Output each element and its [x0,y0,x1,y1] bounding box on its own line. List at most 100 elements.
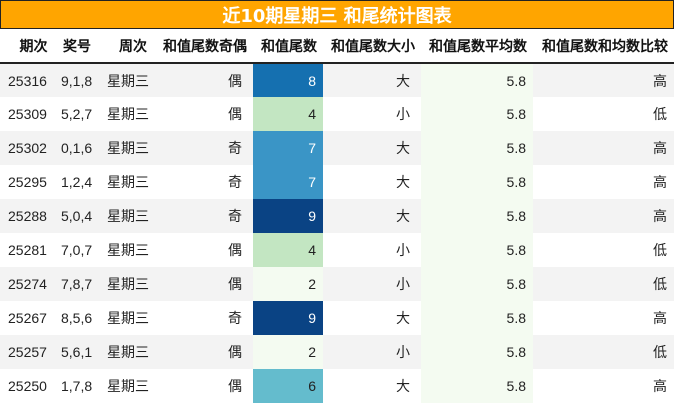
weekday-cell: 星期三 [98,301,153,335]
tail-cell: 9 [253,301,323,335]
numbers-cell: 5,2,7 [55,97,98,131]
table-row: 25267 8,5,6 星期三奇 9 大 5.8 高 [0,301,674,335]
table-row: 25257 5,6,1 星期三偶 2 小 5.8 低 [0,335,674,369]
parity-cell: 奇 [153,199,253,233]
tail-cell: 4 [253,97,323,131]
tail-cell: 6 [253,369,323,403]
compare-cell: 高 [533,301,674,335]
avg-cell: 5.8 [421,267,533,301]
parity-cell: 奇 [153,165,253,199]
compare-cell: 高 [533,369,674,403]
table-row: 25316 9,1,8 星期三偶 8 大 5.8 高 [0,63,674,97]
tail-cell: 9 [253,199,323,233]
compare-cell: 低 [533,267,674,301]
issue-cell: 25302 [0,131,55,165]
issue-cell: 25316 [0,63,55,97]
weekday-cell: 星期三 [98,369,153,403]
compare-cell: 低 [533,233,674,267]
table-row: 25288 5,0,4 星期三奇 9 大 5.8 高 [0,199,674,233]
header-numbers: 奖号 [55,29,98,64]
size-cell: 大 [323,199,421,233]
issue-cell: 25309 [0,97,55,131]
size-cell: 大 [323,63,421,97]
weekday-cell: 星期三 [98,233,153,267]
weekday-cell: 星期三 [98,63,153,97]
numbers-cell: 7,0,7 [55,233,98,267]
size-cell: 大 [323,165,421,199]
avg-cell: 5.8 [421,97,533,131]
weekday-cell: 星期三 [98,131,153,165]
avg-cell: 5.8 [421,335,533,369]
parity-cell: 偶 [153,97,253,131]
parity-cell: 偶 [153,233,253,267]
sum-tail-stats-table: 期次 奖号 周次 和值尾数奇偶 和值尾数 和值尾数大小 和值尾数平均数 和值尾数… [0,29,674,403]
weekday-cell: 星期三 [98,267,153,301]
numbers-cell: 7,8,7 [55,267,98,301]
size-cell: 小 [323,335,421,369]
weekday-cell: 星期三 [98,165,153,199]
tail-cell: 8 [253,63,323,97]
compare-cell: 低 [533,97,674,131]
table-row: 25309 5,2,7 星期三偶 4 小 5.8 低 [0,97,674,131]
numbers-cell: 1,7,8 [55,369,98,403]
parity-cell: 偶 [153,63,253,97]
issue-cell: 25267 [0,301,55,335]
header-tail: 和值尾数 [253,29,323,64]
size-cell: 大 [323,369,421,403]
header-row: 期次 奖号 周次 和值尾数奇偶 和值尾数 和值尾数大小 和值尾数平均数 和值尾数… [0,29,674,64]
size-cell: 小 [323,267,421,301]
compare-cell: 高 [533,199,674,233]
table-row: 25281 7,0,7 星期三偶 4 小 5.8 低 [0,233,674,267]
numbers-cell: 1,2,4 [55,165,98,199]
tail-cell: 2 [253,267,323,301]
header-avg: 和值尾数平均数 [421,29,533,64]
issue-cell: 25274 [0,267,55,301]
parity-cell: 偶 [153,335,253,369]
issue-cell: 25257 [0,335,55,369]
weekday-cell: 星期三 [98,97,153,131]
issue-cell: 25288 [0,199,55,233]
size-cell: 大 [323,131,421,165]
table-title: 近10期星期三 和尾统计图表 [0,0,674,29]
table-row: 25274 7,8,7 星期三偶 2 小 5.8 低 [0,267,674,301]
size-cell: 大 [323,301,421,335]
tail-cell: 7 [253,131,323,165]
compare-cell: 高 [533,131,674,165]
table-row: 25250 1,7,8 星期三偶 6 大 5.8 高 [0,369,674,403]
avg-cell: 5.8 [421,165,533,199]
parity-cell: 奇 [153,301,253,335]
table-row: 25295 1,2,4 星期三奇 7 大 5.8 高 [0,165,674,199]
avg-cell: 5.8 [421,369,533,403]
issue-cell: 25281 [0,233,55,267]
table-row: 25302 0,1,6 星期三奇 7 大 5.8 高 [0,131,674,165]
header-parity: 和值尾数奇偶 [153,29,253,64]
size-cell: 小 [323,233,421,267]
avg-cell: 5.8 [421,63,533,97]
avg-cell: 5.8 [421,301,533,335]
tail-cell: 4 [253,233,323,267]
numbers-cell: 5,0,4 [55,199,98,233]
header-weekday: 周次 [98,29,153,64]
parity-cell: 偶 [153,369,253,403]
numbers-cell: 8,5,6 [55,301,98,335]
header-compare: 和值尾数和均数比较 [533,29,674,64]
issue-cell: 25250 [0,369,55,403]
numbers-cell: 9,1,8 [55,63,98,97]
compare-cell: 高 [533,165,674,199]
weekday-cell: 星期三 [98,199,153,233]
issue-cell: 25295 [0,165,55,199]
avg-cell: 5.8 [421,233,533,267]
weekday-cell: 星期三 [98,335,153,369]
numbers-cell: 5,6,1 [55,335,98,369]
avg-cell: 5.8 [421,131,533,165]
avg-cell: 5.8 [421,199,533,233]
compare-cell: 高 [533,63,674,97]
numbers-cell: 0,1,6 [55,131,98,165]
tail-cell: 2 [253,335,323,369]
compare-cell: 低 [533,335,674,369]
tail-cell: 7 [253,165,323,199]
header-issue: 期次 [0,29,55,64]
size-cell: 小 [323,97,421,131]
parity-cell: 偶 [153,267,253,301]
parity-cell: 奇 [153,131,253,165]
